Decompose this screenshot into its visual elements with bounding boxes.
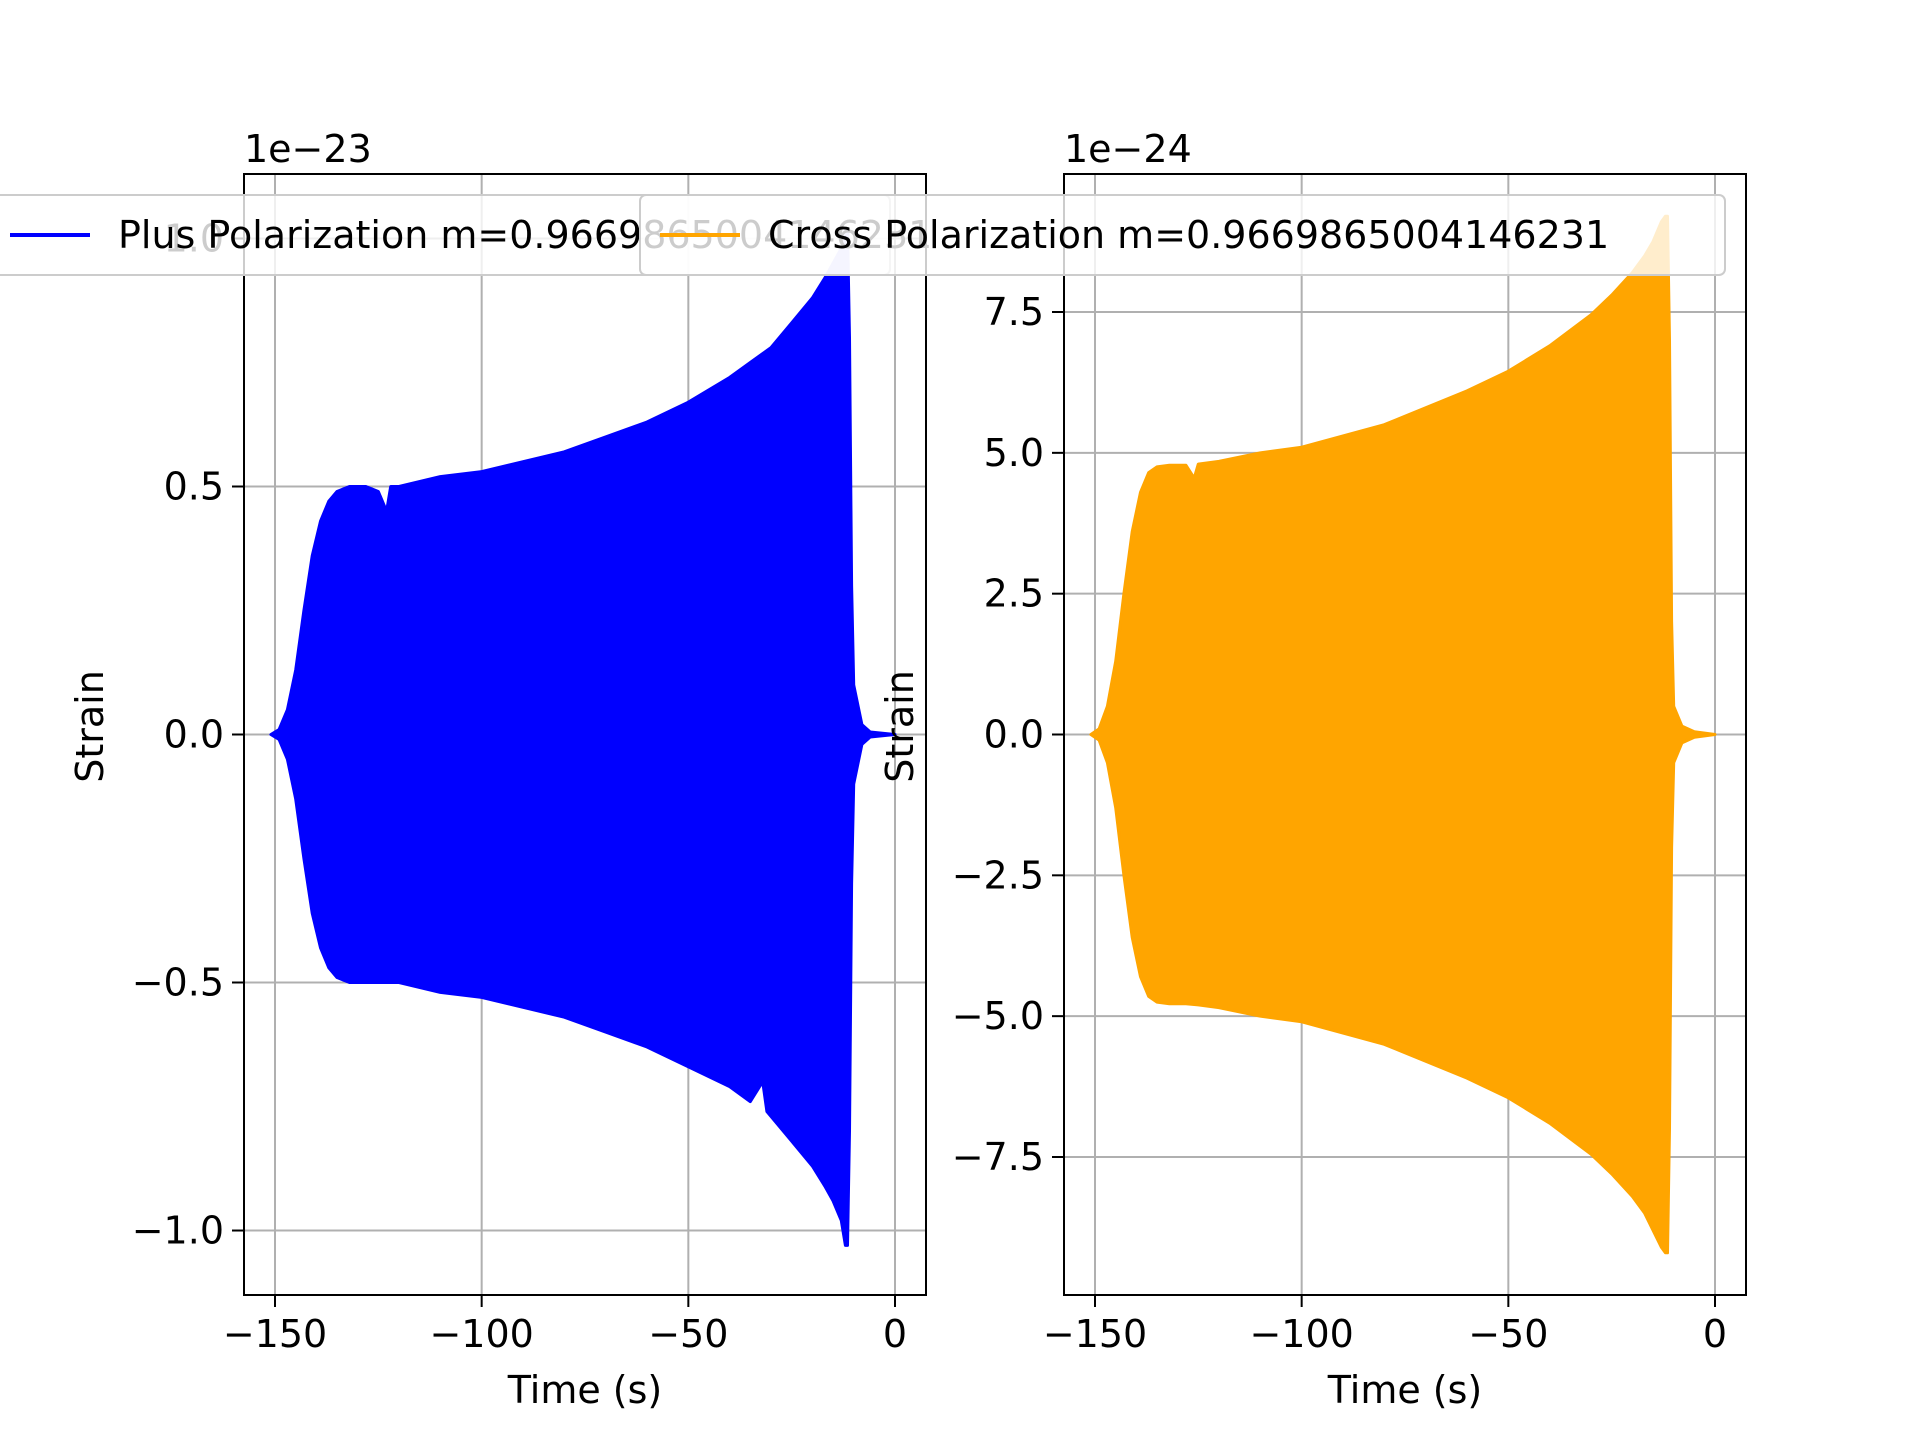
series-envelope [269, 227, 897, 1247]
y-tick-label: −2.5 [952, 853, 1044, 897]
x-tick-label: −100 [1249, 1312, 1353, 1356]
subplot-plus-polarization: −150−100−500 −1.0−0.50.00.51.0 Time (s) … [68, 127, 927, 1412]
x-axis-label: Time (s) [1327, 1368, 1483, 1412]
y-tick-label: −5.0 [952, 994, 1044, 1038]
y-tick-label: −1.0 [132, 1209, 224, 1253]
x-tick-label: 0 [1703, 1312, 1727, 1356]
y-axis-label: Strain [68, 670, 112, 783]
x-axis-label: Time (s) [507, 1368, 663, 1412]
plot-area [1089, 214, 1717, 1255]
legend-cross-polarization: Cross Polarization m=0.9669865004146231 [639, 194, 1726, 276]
y-axis-ticks: −7.5 −5.0 −2.5 0.0 2.5 5.0 7.5 [952, 290, 1064, 1179]
x-tick-label: −50 [1468, 1312, 1548, 1356]
x-axis-ticks: −150 −100 −50 0 [1043, 1295, 1727, 1356]
y-tick-label: 0.0 [164, 713, 224, 757]
x-axis-ticks: −150 −100 −50 0 [223, 1295, 907, 1356]
y-axis-label: Strain [878, 670, 922, 783]
y-tick-label: 2.5 [984, 572, 1044, 616]
y-tick-label: 5.0 [984, 431, 1044, 475]
y-tick-label: −7.5 [952, 1135, 1044, 1179]
y-offset-text: 1e−23 [244, 127, 372, 171]
x-tick-label: −100 [429, 1312, 533, 1356]
x-tick-label: 0 [883, 1312, 907, 1356]
x-tick-label: −150 [223, 1312, 327, 1356]
subplot-cross-polarization: −150 −100 −50 0 −7.5 −5.0 −2.5 0.0 2.5 5.0 7.5 Ti… [878, 127, 1747, 1412]
y-tick-label: 0.5 [164, 464, 224, 508]
y-tick-label: 7.5 [984, 290, 1044, 334]
legend-label-cross: Cross Polarization m=0.9669865004146231 [768, 213, 1609, 257]
legend-box [639, 194, 1726, 276]
x-tick-label: −50 [648, 1312, 728, 1356]
y-tick-label: −0.5 [132, 961, 224, 1005]
y-tick-label: 0.0 [984, 713, 1044, 757]
y-offset-text: 1e−24 [1064, 127, 1192, 171]
x-tick-label: −150 [1043, 1312, 1147, 1356]
y-axis-ticks: −1.0−0.50.00.51.0 [132, 216, 244, 1253]
plot-area [269, 227, 897, 1247]
